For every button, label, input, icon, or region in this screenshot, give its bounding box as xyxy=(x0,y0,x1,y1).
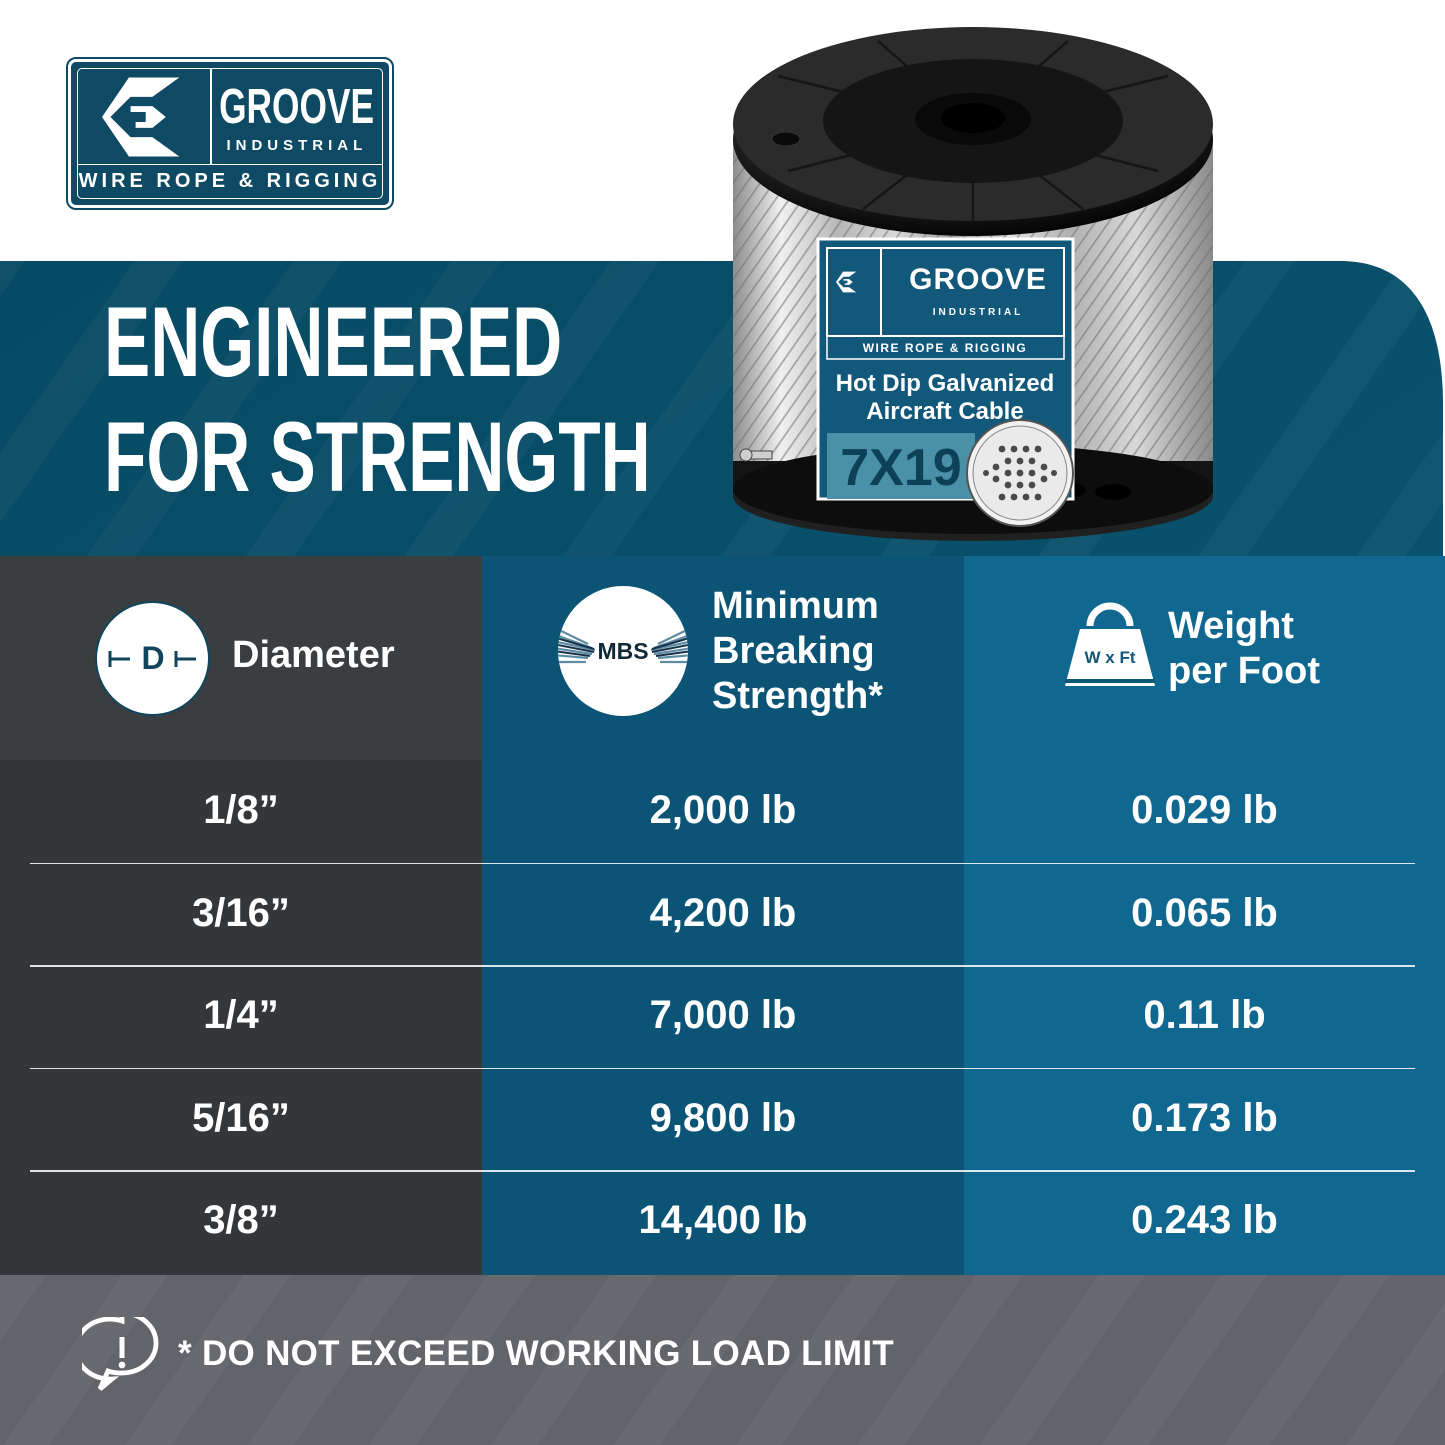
svg-text:WIRE ROPE & RIGGING: WIRE ROPE & RIGGING xyxy=(863,341,1028,355)
svg-text:Hot Dip Galvanized: Hot Dip Galvanized xyxy=(836,370,1055,397)
svg-text:MBS: MBS xyxy=(597,638,648,664)
svg-text:7X19: 7X19 xyxy=(840,439,961,497)
svg-text:INDUSTRIAL: INDUSTRIAL xyxy=(933,307,1024,318)
svg-text:GROOVE: GROOVE xyxy=(909,263,1047,296)
svg-text:D: D xyxy=(141,640,164,676)
svg-text:Aircraft Cable: Aircraft Cable xyxy=(866,398,1023,425)
svg-text:W x Ft: W x Ft xyxy=(1085,648,1136,667)
